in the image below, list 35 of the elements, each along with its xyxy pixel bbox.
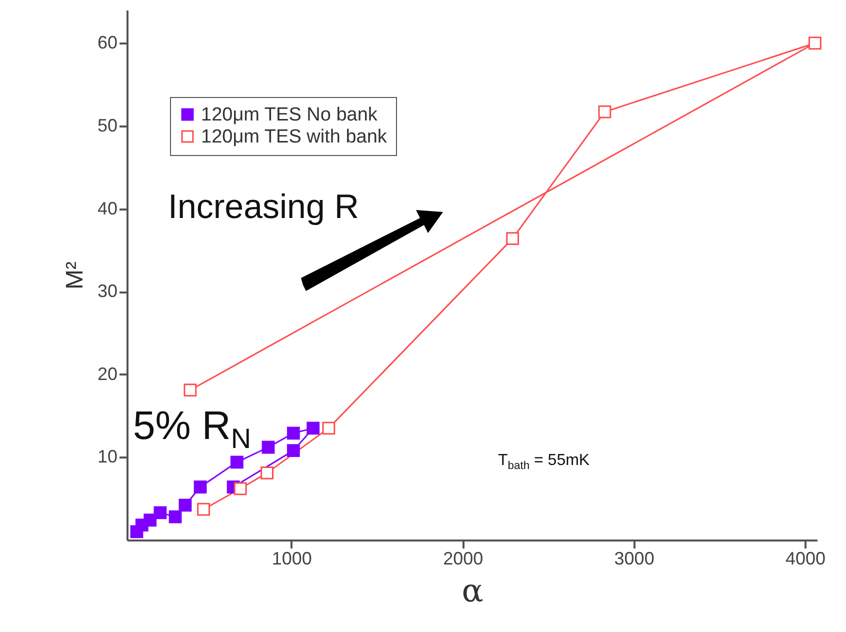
point	[808, 36, 822, 50]
point	[168, 510, 182, 524]
y-tick-label: 10	[97, 446, 118, 467]
point	[306, 422, 320, 435]
point	[194, 480, 207, 494]
x-tick-label: 4000	[785, 548, 826, 568]
point	[286, 426, 300, 440]
y-tick-label: 20	[97, 364, 118, 384]
annotation: T$_{bath}$ = 55mK	[498, 452, 590, 472]
point	[178, 498, 192, 512]
point	[144, 514, 157, 527]
point	[262, 440, 275, 454]
x-tick-label: 3000	[614, 548, 654, 568]
point	[184, 384, 197, 397]
annotation: 5% R$_{N}$	[133, 404, 252, 455]
point	[506, 232, 520, 246]
y-tick-label: 50	[97, 115, 118, 136]
y-tick-label: 60	[97, 32, 118, 53]
point	[154, 506, 167, 520]
x-tick-label: 2000	[443, 548, 484, 568]
annotation: Increasing R	[168, 188, 359, 227]
y-axis-title: M²	[61, 262, 88, 290]
point	[322, 422, 336, 435]
x-tick-label: 1000	[272, 548, 312, 568]
legend-label: 120μm TES No bank	[201, 104, 378, 126]
x-axis-title: α	[462, 572, 484, 610]
point	[598, 105, 612, 118]
legend-label: 120μm TES with bank	[201, 126, 388, 148]
point	[234, 482, 247, 496]
y-tick-label: 30	[97, 281, 118, 302]
point	[260, 466, 274, 480]
point	[230, 456, 244, 469]
point	[286, 444, 300, 458]
y-tick-label: 40	[97, 198, 118, 218]
point	[197, 502, 210, 516]
